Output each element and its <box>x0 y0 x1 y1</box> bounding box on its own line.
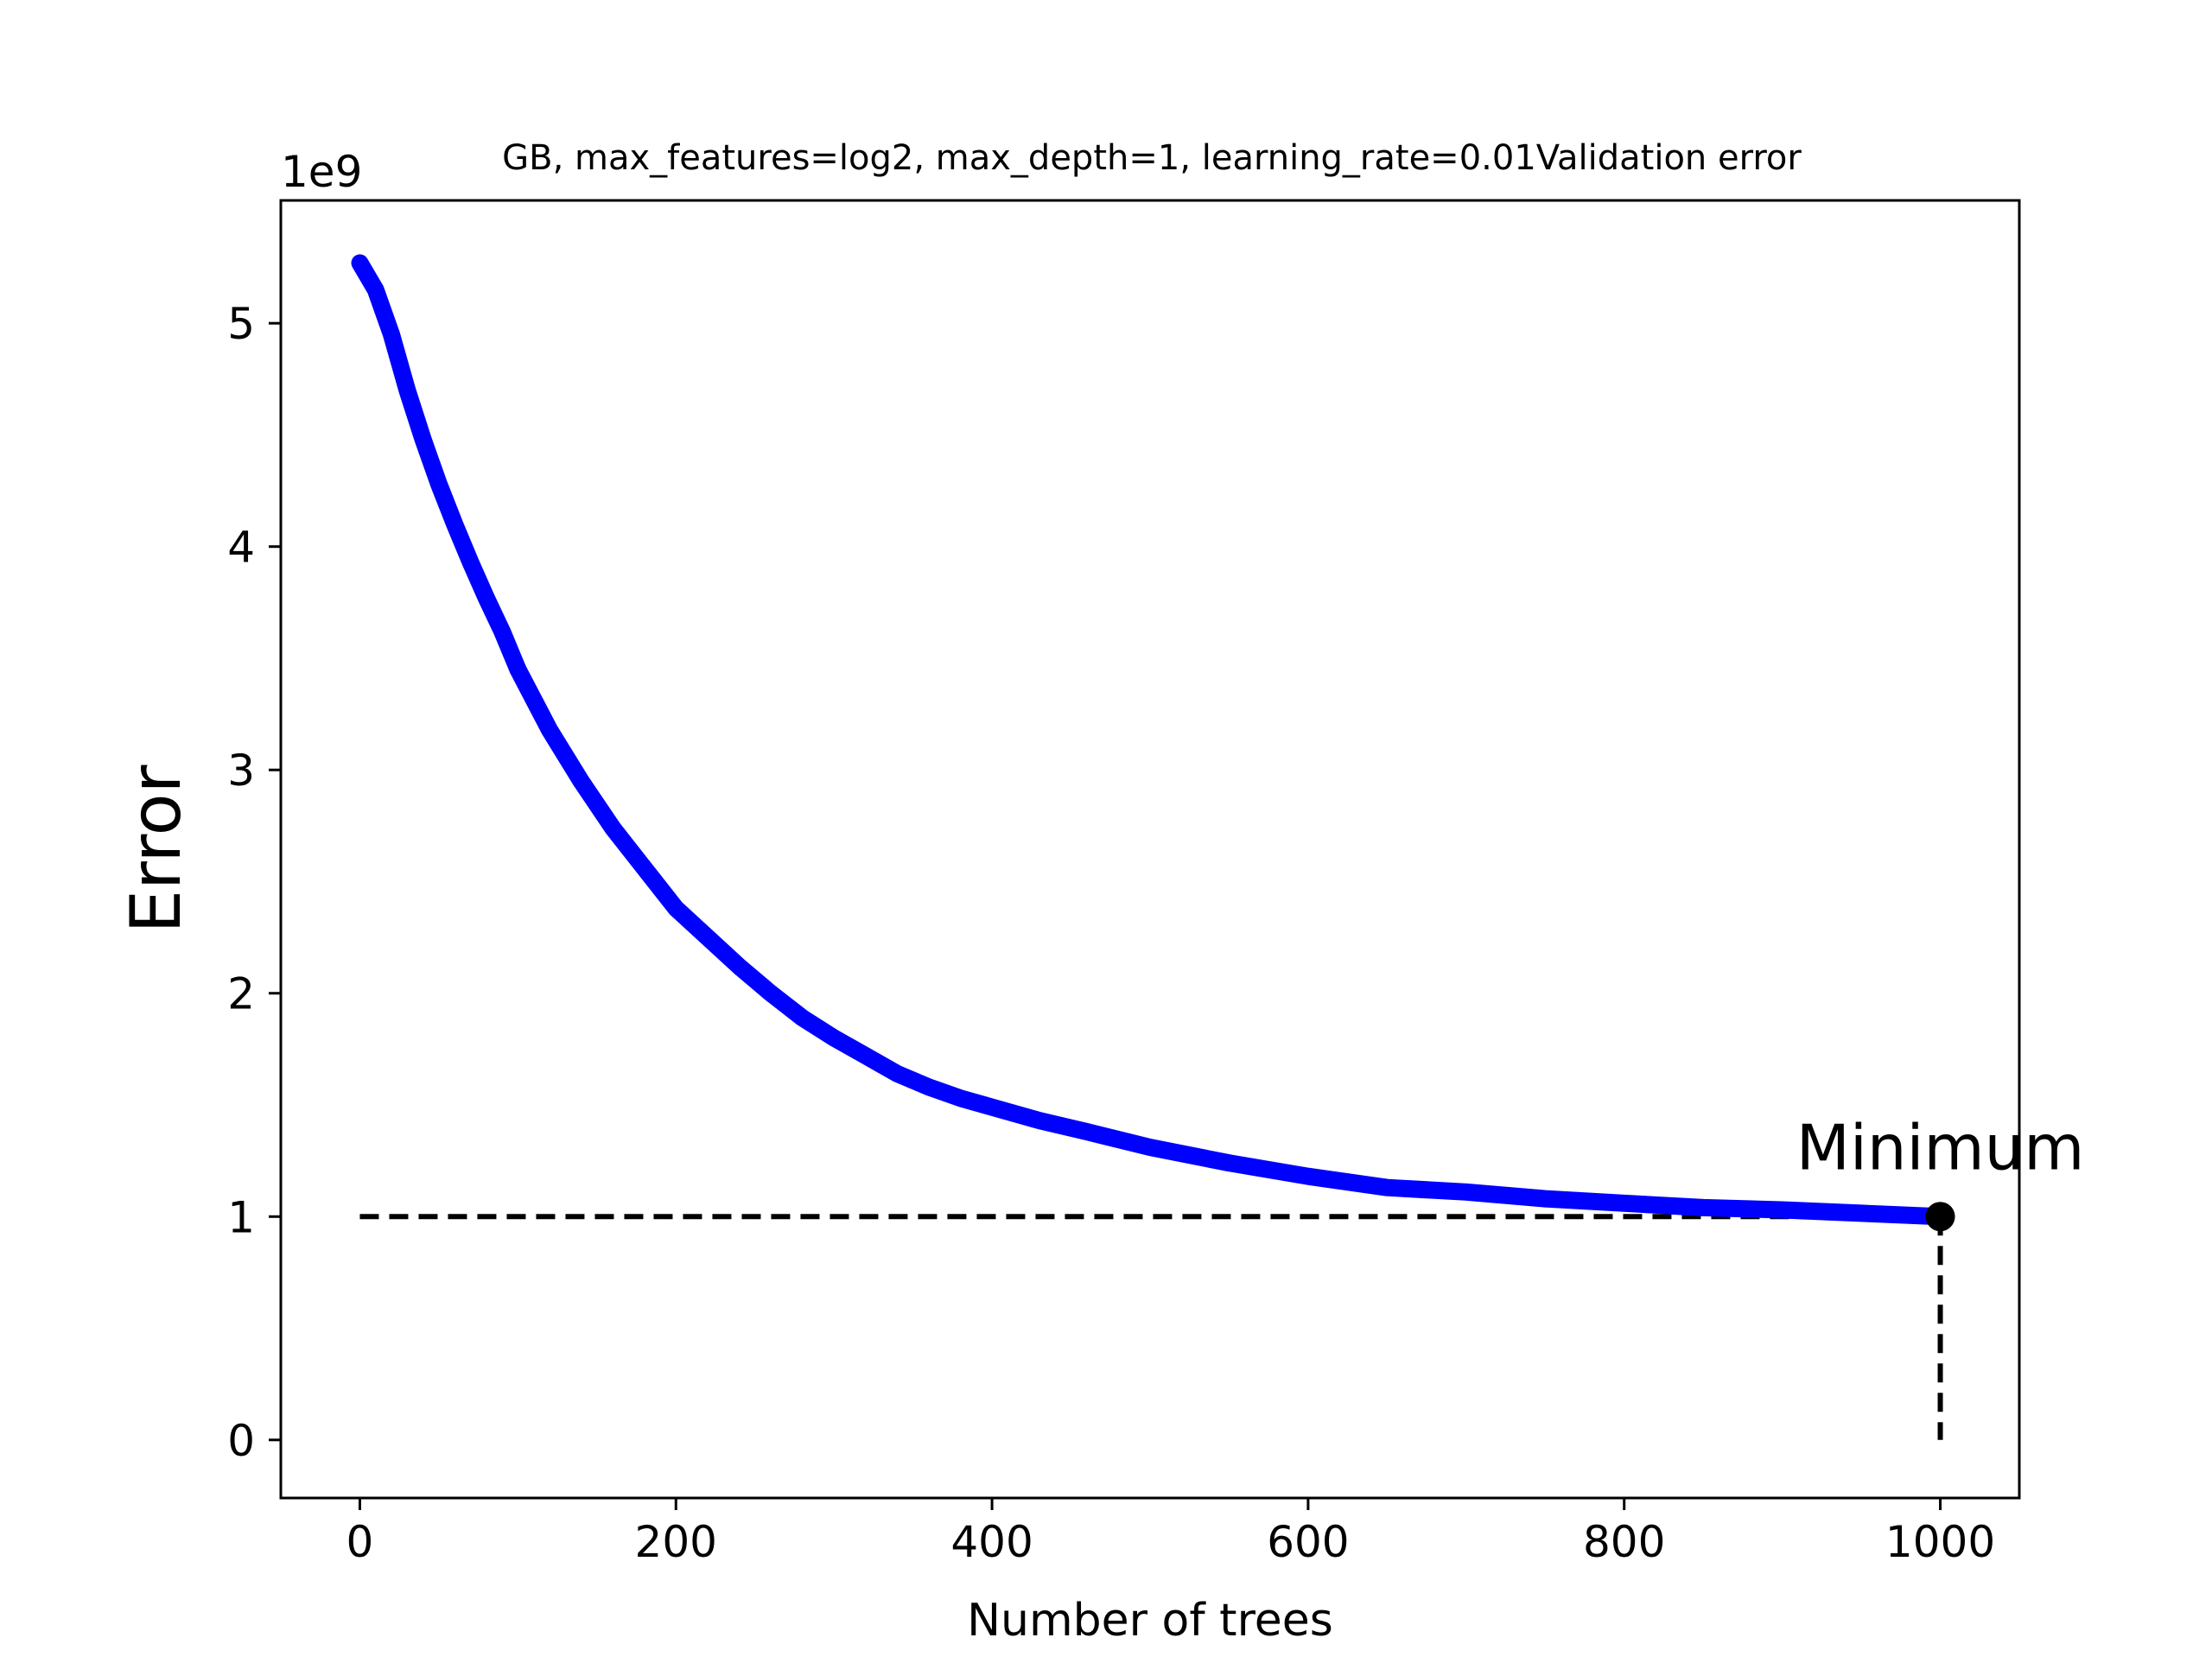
chart-title: GB, max_features=log2, max_depth=1, lear… <box>502 138 1802 178</box>
tick-layer: 0 200 400 600 800 1000 0 1 2 3 4 5 <box>227 299 1995 1567</box>
y-tick-label: 1 <box>227 1192 255 1242</box>
y-tick-label: 4 <box>227 523 255 573</box>
x-tick-label: 0 <box>346 1517 374 1567</box>
y-tick-label: 0 <box>227 1416 255 1466</box>
y-axis-label: Error <box>116 765 196 933</box>
reference-lines <box>359 1214 1943 1440</box>
y-offset-text: 1e9 <box>281 147 362 197</box>
x-tick-label: 600 <box>1267 1517 1349 1567</box>
x-tick-label: 800 <box>1583 1517 1665 1567</box>
annotation-minimum-label: Minimum <box>1796 1111 2085 1184</box>
x-tick-label: 1000 <box>1885 1517 1995 1567</box>
x-axis-label: Number of trees <box>967 1595 1333 1647</box>
validation-error-line <box>351 254 1949 1226</box>
x-tick-label: 400 <box>950 1517 1033 1567</box>
series-layer <box>351 254 1955 1232</box>
x-tick-label: 200 <box>635 1517 717 1567</box>
plot-frame <box>279 199 2021 1500</box>
y-tick-label: 2 <box>227 969 255 1019</box>
y-tick-label: 3 <box>227 746 255 796</box>
minimum-point <box>1925 1202 1955 1232</box>
y-tick-label: 5 <box>227 299 255 349</box>
